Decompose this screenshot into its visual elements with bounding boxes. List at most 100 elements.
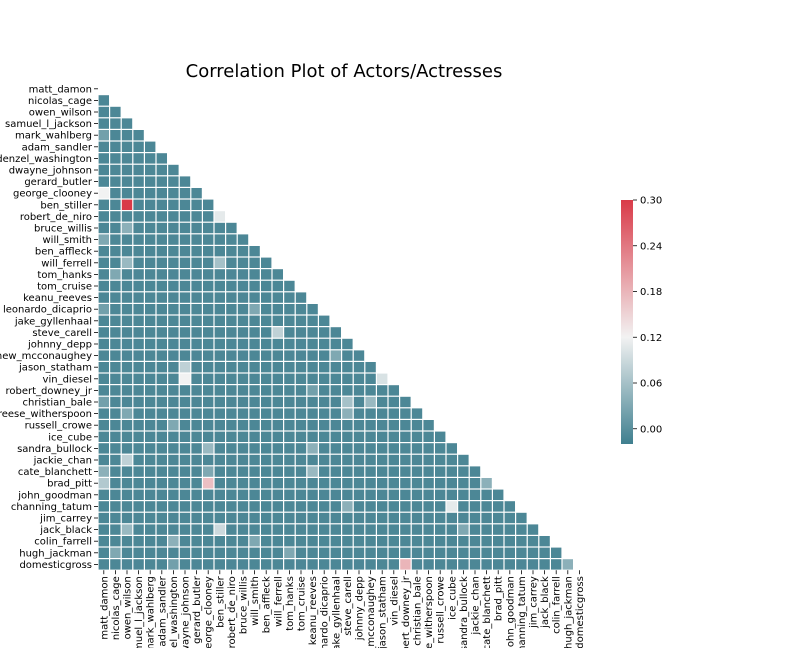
heatmap-cell bbox=[272, 431, 283, 442]
heatmap-cell bbox=[249, 443, 260, 454]
heatmap-cell bbox=[353, 420, 365, 431]
heatmap-cell bbox=[110, 280, 121, 292]
y-tick-label: steve_carell bbox=[32, 328, 92, 339]
heatmap-cell bbox=[98, 443, 109, 454]
heatmap-cell bbox=[377, 512, 388, 524]
heatmap-cell bbox=[237, 478, 249, 489]
heatmap-cell bbox=[214, 501, 225, 512]
heatmap-cell bbox=[121, 211, 133, 222]
heatmap-cell bbox=[110, 536, 121, 547]
heatmap-cell bbox=[214, 466, 225, 477]
heatmap-cell bbox=[249, 489, 260, 500]
heatmap-cell bbox=[411, 489, 423, 500]
heatmap-cell bbox=[272, 524, 283, 535]
heatmap-cell bbox=[110, 524, 121, 535]
heatmap-cell bbox=[365, 362, 376, 373]
heatmap-cell bbox=[237, 420, 249, 431]
x-tick-label: domesticgross bbox=[575, 576, 586, 648]
heatmap-cell bbox=[110, 547, 121, 558]
heatmap-cell bbox=[110, 512, 121, 524]
y-tick-label: leonardo_dicaprio bbox=[3, 305, 92, 316]
heatmap-cell bbox=[191, 338, 202, 350]
heatmap-cell bbox=[168, 280, 179, 292]
heatmap-cell bbox=[249, 501, 260, 512]
heatmap-cell bbox=[168, 246, 179, 257]
colorbar-gradient bbox=[621, 200, 633, 444]
heatmap-cell bbox=[179, 280, 191, 292]
heatmap-cell bbox=[191, 234, 202, 245]
heatmap-cell bbox=[249, 512, 260, 524]
heatmap-cell bbox=[249, 408, 260, 419]
heatmap-cell bbox=[458, 524, 469, 535]
heatmap-cell bbox=[110, 559, 121, 570]
heatmap-cell bbox=[365, 512, 376, 524]
heatmap-cell bbox=[168, 199, 179, 210]
heatmap-cell bbox=[307, 489, 318, 500]
heatmap-cell bbox=[377, 454, 388, 466]
heatmap-cell bbox=[319, 385, 330, 396]
heatmap-cell bbox=[342, 443, 353, 454]
heatmap-cell bbox=[214, 431, 225, 442]
heatmap-cell bbox=[179, 443, 191, 454]
heatmap-cell bbox=[168, 362, 179, 373]
heatmap-cell bbox=[330, 385, 341, 396]
heatmap-cell bbox=[168, 188, 179, 199]
heatmap-cell bbox=[307, 512, 318, 524]
heatmap-cell bbox=[237, 327, 249, 338]
heatmap-cell bbox=[423, 478, 434, 489]
heatmap-cell bbox=[295, 373, 307, 384]
heatmap-cell bbox=[145, 559, 156, 570]
heatmap-cell bbox=[214, 420, 225, 431]
heatmap-cell bbox=[435, 536, 446, 547]
heatmap-cell bbox=[446, 547, 457, 558]
y-tick-label: ben_affleck bbox=[35, 247, 92, 258]
heatmap-cell bbox=[156, 222, 167, 234]
heatmap-cell bbox=[226, 489, 237, 500]
heatmap-cell bbox=[226, 385, 237, 396]
heatmap-cell bbox=[249, 478, 260, 489]
heatmap-cell bbox=[191, 396, 202, 408]
heatmap-cell bbox=[411, 524, 423, 535]
heatmap-cell bbox=[179, 396, 191, 408]
x-tick-label: owen_wilson bbox=[123, 576, 134, 639]
heatmap-cell bbox=[319, 338, 330, 350]
heatmap-cell bbox=[226, 443, 237, 454]
heatmap-cell bbox=[388, 385, 399, 396]
heatmap-cell bbox=[307, 443, 318, 454]
heatmap-cell bbox=[458, 512, 469, 524]
heatmap-cell bbox=[319, 466, 330, 477]
heatmap-cell bbox=[342, 501, 353, 512]
heatmap-cell bbox=[388, 536, 399, 547]
heatmap-cell bbox=[284, 559, 295, 570]
heatmap-cell bbox=[110, 141, 121, 152]
heatmap-cell bbox=[388, 396, 399, 408]
heatmap-cell bbox=[226, 536, 237, 547]
heatmap-cell bbox=[261, 408, 272, 419]
heatmap-cell bbox=[121, 524, 133, 535]
heatmap-cell bbox=[237, 454, 249, 466]
heatmap-cell bbox=[446, 536, 457, 547]
heatmap-cell bbox=[295, 362, 307, 373]
heatmap-cell bbox=[214, 454, 225, 466]
heatmap-cell bbox=[168, 338, 179, 350]
heatmap-cell bbox=[168, 466, 179, 477]
heatmap-cell bbox=[168, 501, 179, 512]
heatmap-cell bbox=[446, 524, 457, 535]
heatmap-cell bbox=[179, 269, 191, 280]
x-tick-label: tom_cruise bbox=[297, 576, 308, 631]
heatmap-cell bbox=[249, 385, 260, 396]
y-tick-label: domesticgross bbox=[19, 560, 92, 571]
heatmap-cell bbox=[272, 350, 283, 361]
heatmap-cell bbox=[179, 315, 191, 326]
heatmap-cell bbox=[98, 408, 109, 419]
y-tick-label: john_goodman bbox=[17, 490, 92, 501]
heatmap-cell bbox=[469, 559, 481, 570]
heatmap-cell bbox=[295, 512, 307, 524]
heatmap-cell bbox=[237, 385, 249, 396]
heatmap-cell bbox=[226, 420, 237, 431]
heatmap-cell bbox=[214, 512, 225, 524]
x-tick-label: jack_black bbox=[540, 576, 551, 629]
heatmap-cell bbox=[261, 280, 272, 292]
heatmap-cell bbox=[307, 385, 318, 396]
x-tick-label: obert_downey_jr bbox=[401, 575, 412, 648]
